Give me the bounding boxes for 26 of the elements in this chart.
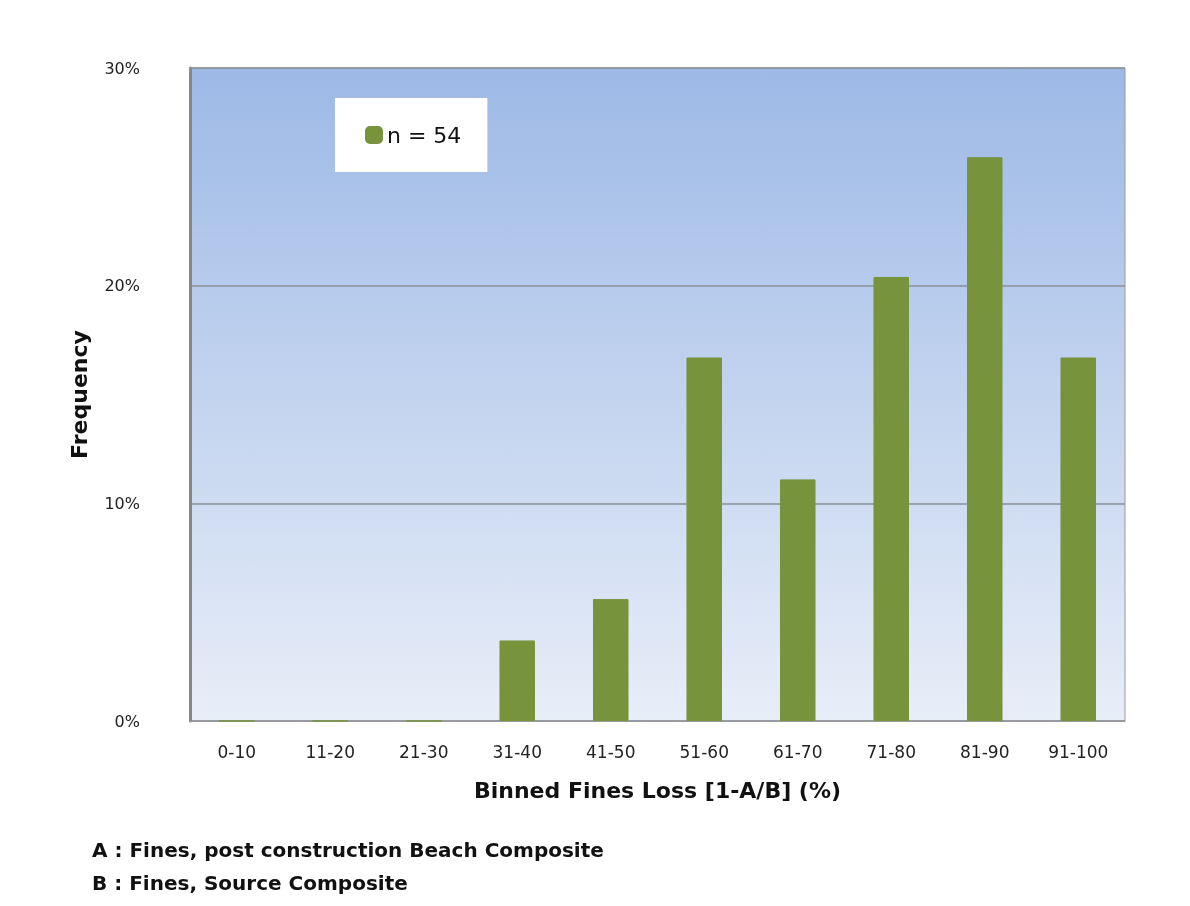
y-tick-label: 10%: [104, 493, 140, 513]
x-tick-label: 91-100: [1048, 741, 1109, 762]
x-axis-title: Binned Fines Loss [1-A/B] (%): [473, 777, 842, 803]
y-tick-label: 0%: [114, 711, 140, 731]
x-tick-label: 31-40: [492, 741, 542, 762]
x-tick-label: 81-90: [960, 741, 1010, 762]
x-tick-label: 0-10: [217, 741, 257, 762]
x-tick-label: 41-50: [586, 741, 636, 762]
bar: [1060, 357, 1097, 721]
bar: [686, 357, 723, 721]
x-tick-label: 71-80: [866, 741, 916, 762]
bar: [779, 479, 816, 721]
bar: [592, 599, 629, 721]
x-tick-label: 21-30: [399, 741, 449, 762]
x-tick-label: 11-20: [305, 741, 355, 762]
text: B : Fines, Source Composite: [92, 871, 408, 895]
y-tick-label: 30%: [104, 58, 140, 78]
bar: [966, 157, 1003, 721]
x-tick-label: 61-70: [773, 741, 823, 762]
x-tick-label: 51-60: [679, 741, 729, 762]
legend-label: n = 54: [387, 122, 462, 148]
y-axis-title: Frequency: [66, 330, 92, 459]
bar: [499, 640, 536, 721]
y-tick-label: 20%: [104, 276, 140, 296]
text: A : Fines, post construction Beach Composite: [92, 838, 604, 862]
bar: [873, 276, 910, 721]
